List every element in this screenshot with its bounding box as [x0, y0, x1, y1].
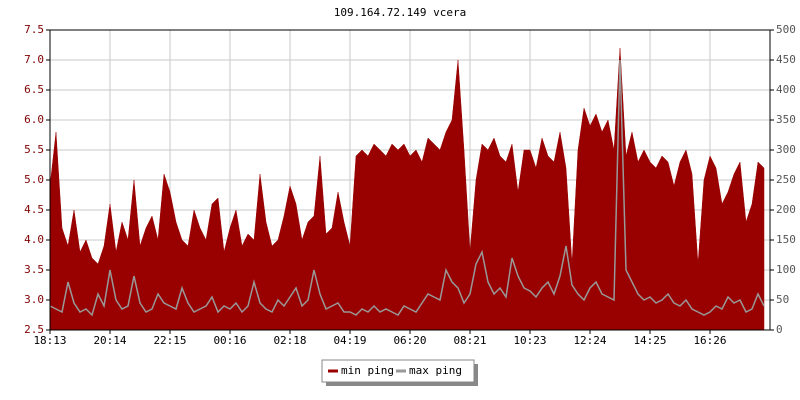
y2-tick-label: 50	[776, 293, 789, 306]
y-tick-label: 6.0	[24, 113, 44, 126]
y2-tick-label: 0	[776, 323, 783, 336]
plot-frame	[49, 29, 771, 331]
x-tick-label: 14:25	[633, 334, 666, 347]
y-tick-label: 5.5	[24, 143, 44, 156]
y2-tick-label: 300	[776, 143, 796, 156]
y-tick-label: 5.0	[24, 173, 44, 186]
y-tick-label: 4.0	[24, 233, 44, 246]
y-tick-label: 3.5	[24, 263, 44, 276]
x-tick-label: 16:26	[693, 334, 726, 347]
y-tick-label: 2.5	[24, 323, 44, 336]
x-tick-label: 06:20	[393, 334, 426, 347]
y-tick-label: 7.0	[24, 53, 44, 66]
y2-tick-label: 500	[776, 23, 796, 36]
plot	[49, 47, 765, 331]
x-tick-label: 10:23	[513, 334, 546, 347]
y-tick-label: 4.5	[24, 203, 44, 216]
y-tick-label: 7.5	[24, 23, 44, 36]
x-tick-label: 08:21	[453, 334, 486, 347]
y2-tick-label: 450	[776, 53, 796, 66]
x-tick-label: 22:15	[153, 334, 186, 347]
y-tick-label: 6.5	[24, 83, 44, 96]
y2-tick-label: 400	[776, 83, 796, 96]
axes: 2.5 3.0 3.5 4.0 4.5 5.0 5.5 6.0 6.5 7.0 7.5 0 50 100 1…	[24, 23, 796, 347]
y-tick-label: 3.0	[24, 293, 44, 306]
chart-title: 109.164.72.149 vcera	[334, 6, 466, 19]
area	[49, 47, 765, 331]
y2-tick-label: 250	[776, 173, 796, 186]
legend-label: max ping	[409, 364, 462, 377]
legend-items: min ping max ping	[328, 364, 462, 377]
x-tick-label: 18:13	[33, 334, 66, 347]
x-tick-label: 20:14	[93, 334, 126, 347]
y2-tick-label: 200	[776, 203, 796, 216]
y2-tick-label: 100	[776, 263, 796, 276]
x-tick-label: 12:24	[573, 334, 606, 347]
x-tick-label: 02:18	[273, 334, 306, 347]
y2-tick-label: 150	[776, 233, 796, 246]
y2-tick-label: 350	[776, 113, 796, 126]
x-tick-label: 04:19	[333, 334, 366, 347]
x-tick-label: 00:16	[213, 334, 246, 347]
line	[49, 59, 765, 317]
legend-label: min ping	[341, 364, 394, 377]
